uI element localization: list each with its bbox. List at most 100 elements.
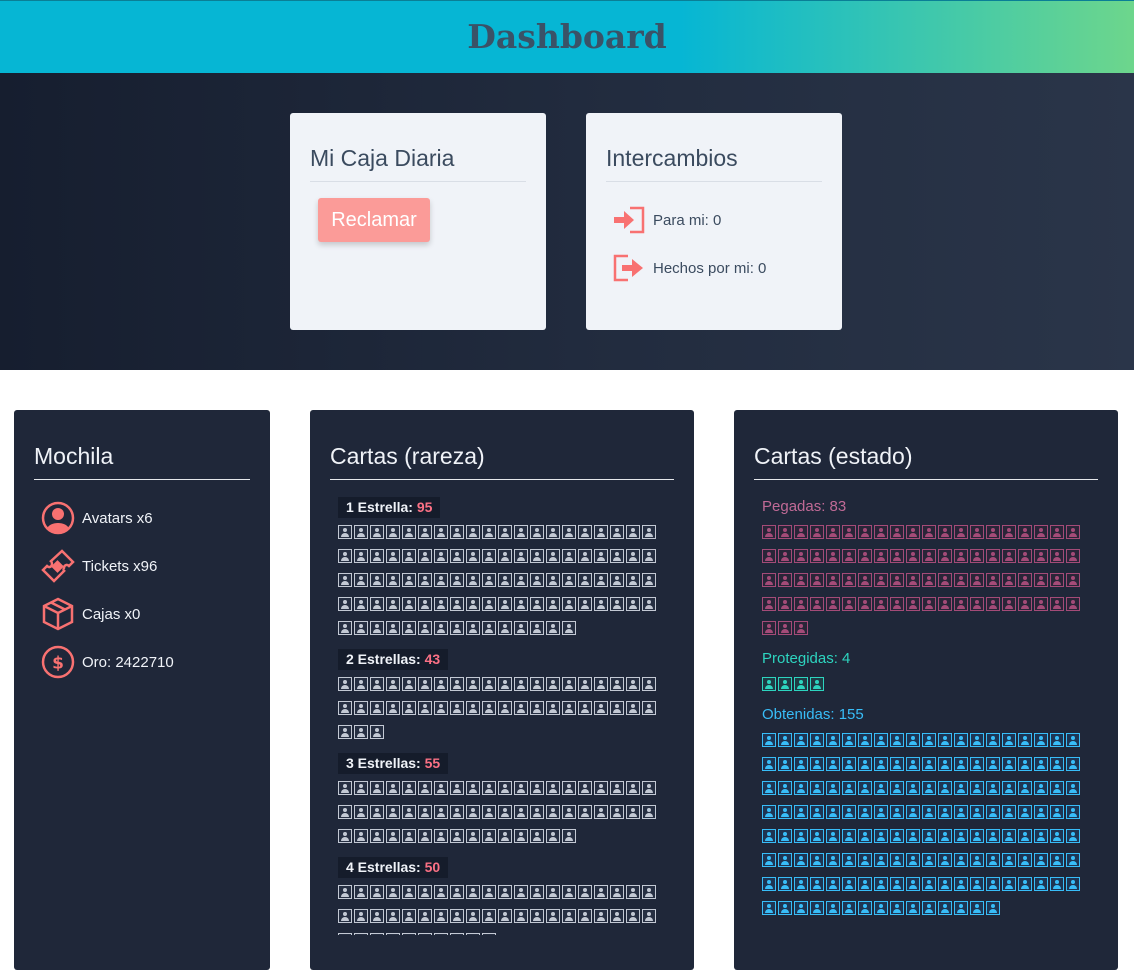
card-icon: [418, 549, 432, 563]
card-icon: [922, 853, 936, 867]
card-icon: [450, 621, 464, 635]
card-icon: [530, 621, 544, 635]
card-icon: [762, 805, 776, 819]
card-icon: [450, 829, 464, 843]
card-icon: [466, 885, 480, 899]
card-icon: [1034, 805, 1048, 819]
card-icon: [578, 909, 592, 923]
card-icon: [762, 733, 776, 747]
card-icon: [370, 805, 384, 819]
page-title: Dashboard: [467, 17, 667, 56]
card-icon: [402, 677, 416, 691]
trades-incoming[interactable]: Para mi: 0: [612, 205, 721, 235]
card-icon: [986, 525, 1000, 539]
card-icon: [1066, 877, 1080, 891]
card-icon: [762, 853, 776, 867]
card-icon: [842, 573, 856, 587]
card-icon: [338, 805, 352, 819]
card-icon: [514, 701, 528, 715]
card-icon: [594, 525, 608, 539]
card-icon: [610, 701, 624, 715]
card-icon: [450, 933, 464, 935]
card-icon: [450, 597, 464, 611]
rarity-grid-3: [338, 781, 662, 853]
card-icon: [1034, 549, 1048, 563]
card-icon: [794, 805, 808, 819]
card-icon: [954, 597, 968, 611]
card-icon: [1018, 549, 1032, 563]
card-icon: [842, 733, 856, 747]
card-icon: [578, 597, 592, 611]
card-icon: [890, 757, 904, 771]
card-icon: [938, 597, 952, 611]
card-icon: [794, 877, 808, 891]
card-icon: [938, 853, 952, 867]
card-icon: [402, 909, 416, 923]
card-icon: [418, 701, 432, 715]
card-icon: [642, 597, 656, 611]
card-icon: [466, 597, 480, 611]
card-icon: [778, 781, 792, 795]
card-icon: [794, 781, 808, 795]
trades-outgoing[interactable]: Hechos por mi: 0: [612, 253, 766, 283]
card-icon: [1034, 525, 1048, 539]
card-icon: [498, 525, 512, 539]
card-icon: [778, 877, 792, 891]
card-icon: [354, 829, 368, 843]
card-icon: [954, 733, 968, 747]
rarity-label-3: 3 Estrellas: 55: [338, 753, 449, 774]
claim-button[interactable]: Reclamar: [318, 198, 430, 242]
backpack-title: Mochila: [34, 443, 250, 480]
card-icon: [1034, 573, 1048, 587]
card-icon: [610, 525, 624, 539]
card-icon: [610, 885, 624, 899]
card-icon: [858, 781, 872, 795]
card-icon: [402, 597, 416, 611]
card-icon: [842, 877, 856, 891]
card-icon: [370, 573, 384, 587]
card-icon: [418, 597, 432, 611]
card-icon: [370, 829, 384, 843]
card-icon: [922, 901, 936, 915]
card-icon: [1002, 805, 1016, 819]
card-icon: [874, 757, 888, 771]
rarity-label-text: 4 Estrellas:: [346, 859, 421, 875]
card-icon: [370, 621, 384, 635]
card-icon: [890, 901, 904, 915]
card-icon: [466, 573, 480, 587]
backpack-card: Mochila Avatars x6 Tickets x96 Cajas x0 …: [14, 410, 270, 970]
card-icon: [370, 701, 384, 715]
card-icon: [386, 885, 400, 899]
card-icon: [1002, 525, 1016, 539]
card-icon: [858, 525, 872, 539]
card-icon: [874, 733, 888, 747]
card-icon: [530, 829, 544, 843]
card-icon: [610, 573, 624, 587]
card-icon: [642, 701, 656, 715]
card-icon: [842, 901, 856, 915]
card-icon: [970, 573, 984, 587]
card-icon: [578, 781, 592, 795]
card-icon: [810, 757, 824, 771]
card-icon: [450, 805, 464, 819]
card-icon: [970, 829, 984, 843]
card-icon: [562, 677, 576, 691]
card-icon: [842, 853, 856, 867]
rarity-count: 43: [424, 651, 441, 667]
card-icon: [922, 573, 936, 587]
card-icon: [1002, 877, 1016, 891]
card-icon: [986, 805, 1000, 819]
card-icon: [482, 829, 496, 843]
card-icon: [874, 853, 888, 867]
card-icon: [906, 781, 920, 795]
card-icon: [922, 733, 936, 747]
card-icon: [386, 621, 400, 635]
daily-box-title: Mi Caja Diaria: [310, 145, 526, 182]
card-icon: [514, 781, 528, 795]
card-icon: [906, 805, 920, 819]
card-icon: [498, 597, 512, 611]
card-icon: [826, 829, 840, 843]
card-icon: [810, 853, 824, 867]
card-icon: [890, 781, 904, 795]
card-icon: [514, 573, 528, 587]
